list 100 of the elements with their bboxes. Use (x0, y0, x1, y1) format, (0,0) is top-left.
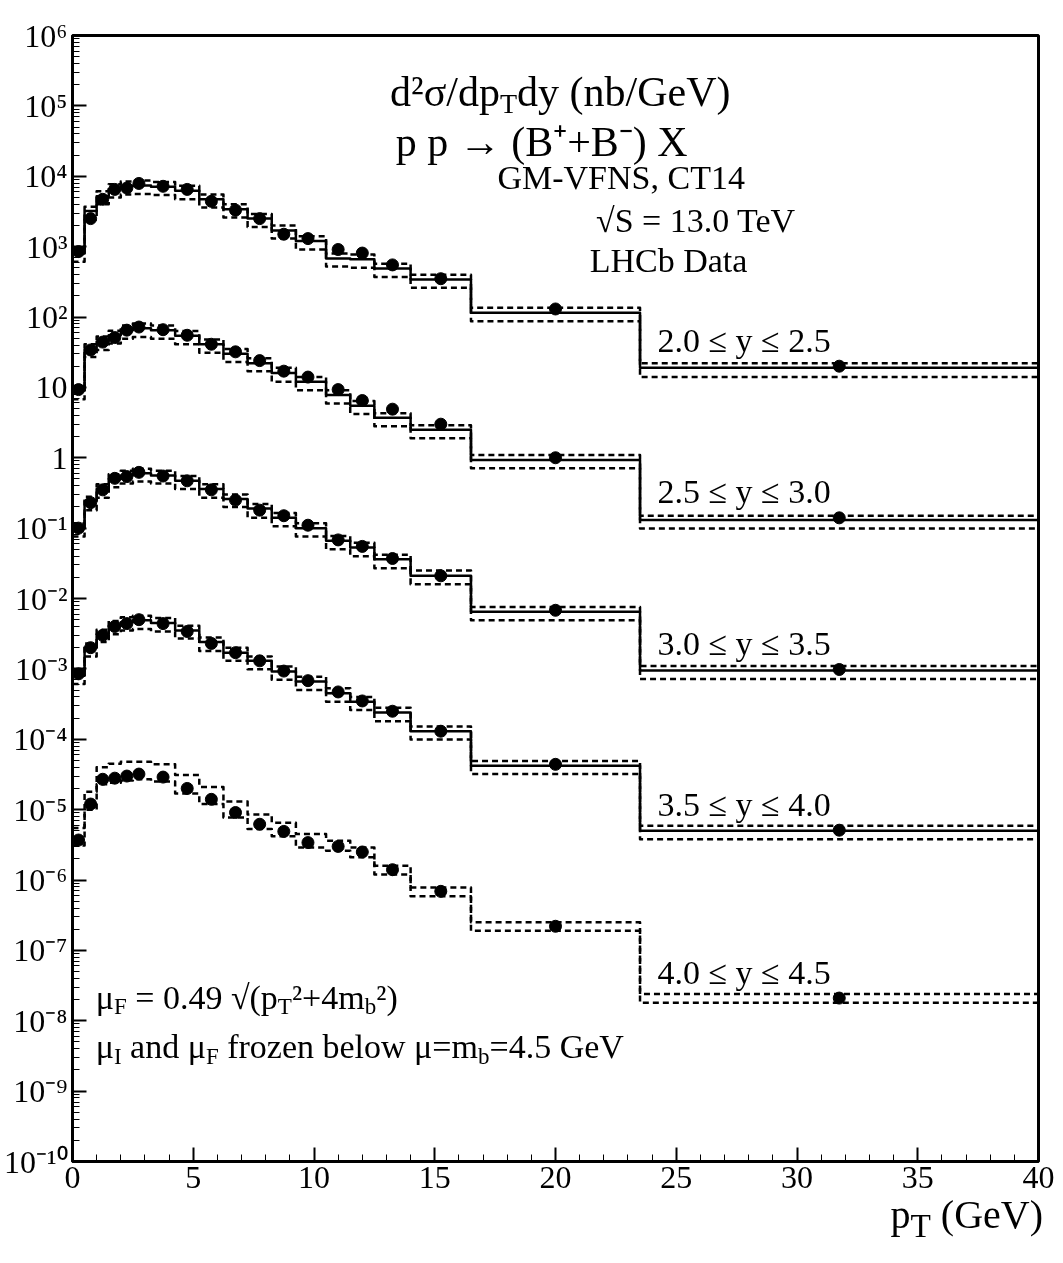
series-label: 2.0 ≤ y ≤ 2.5 (657, 321, 831, 359)
point (120, 617, 134, 631)
point (96, 335, 110, 349)
point (331, 685, 345, 699)
x-tick-label: 35 (901, 1158, 934, 1195)
point (229, 806, 243, 819)
y-tick-label: 10⁻⁹ (13, 1073, 68, 1110)
point (434, 272, 448, 286)
point (355, 246, 369, 260)
point (180, 781, 194, 795)
point (385, 258, 399, 272)
point (204, 337, 218, 351)
x-tick-label: 15 (418, 1158, 451, 1195)
x-axis-title: p$_{T}$ (GeV) (890, 1192, 1043, 1244)
point (96, 772, 110, 786)
y-tick-label: 10⁻⁶ (13, 862, 68, 898)
point (96, 192, 110, 206)
annotation: LHCb Data (589, 242, 748, 280)
annotation: √S = 13.0 TeV (595, 201, 796, 239)
series-label: 3.0 ≤ y ≤ 3.5 (657, 624, 831, 662)
point (156, 469, 170, 483)
point (549, 757, 562, 771)
point (832, 511, 846, 525)
point (156, 179, 170, 193)
point (108, 471, 122, 485)
series-label: 3.5 ≤ y ≤ 4.0 (657, 785, 831, 823)
point (355, 694, 369, 708)
point (301, 674, 315, 688)
point (180, 474, 194, 488)
point (385, 552, 399, 565)
point (253, 503, 267, 517)
point (132, 613, 146, 627)
point (385, 863, 399, 877)
point (832, 991, 846, 1005)
point (331, 533, 345, 547)
point (84, 641, 98, 655)
point (180, 328, 194, 342)
point (120, 470, 134, 484)
point (204, 792, 218, 806)
point (156, 770, 170, 784)
point (331, 839, 345, 853)
point (832, 359, 846, 373)
point (277, 824, 291, 838)
point (120, 181, 134, 195)
y-tick-label: 10⁻¹ (14, 510, 68, 547)
point (84, 212, 98, 226)
x-tick-label: 40 (1022, 1158, 1055, 1195)
point (180, 182, 194, 196)
point (180, 624, 194, 638)
point (156, 617, 170, 631)
point (229, 493, 243, 507)
point (301, 836, 315, 850)
point (277, 664, 291, 678)
point (108, 331, 122, 345)
point (434, 884, 448, 898)
point (385, 402, 399, 416)
point (96, 483, 110, 497)
y-tick-label: 10⁻⁸ (13, 1002, 68, 1039)
y-tick-label: 10⁻³ (14, 650, 68, 687)
point (132, 767, 146, 781)
point (549, 451, 562, 465)
point (253, 817, 267, 831)
point (549, 919, 562, 933)
point (253, 212, 267, 226)
point (204, 636, 218, 650)
point (204, 194, 218, 208)
point (434, 569, 448, 583)
point (277, 227, 291, 241)
point (156, 323, 170, 337)
point (229, 203, 243, 217)
y-tick-label: 10⁻² (14, 580, 68, 617)
x-tick-label: 5 (185, 1158, 202, 1195)
y-tick-label: 10⁻⁴ (13, 721, 68, 758)
x-tick-label: 30 (781, 1158, 813, 1195)
point (355, 539, 369, 553)
point (84, 343, 98, 357)
point (132, 176, 146, 190)
y-tick-label: 10⁶ (24, 17, 68, 54)
point (229, 345, 243, 359)
point (229, 646, 243, 660)
point (132, 320, 146, 334)
y-tick-label: 10⁻⁷ (13, 932, 68, 969)
point (549, 603, 562, 617)
point (108, 620, 122, 633)
point (331, 243, 345, 256)
point (96, 628, 110, 642)
point (385, 704, 399, 718)
y-tick-label: 10⁻⁵ (13, 791, 68, 828)
point (301, 370, 315, 384)
point (204, 483, 218, 497)
point (832, 823, 846, 837)
series-label: 4.0 ≤ y ≤ 4.5 (657, 953, 831, 991)
point (108, 182, 122, 196)
y-tick-label: 1 (51, 439, 68, 476)
point (120, 323, 134, 337)
y-tick-label: 10⁵ (24, 87, 68, 124)
point (277, 364, 291, 378)
point (277, 509, 291, 523)
x-tick-label: 25 (660, 1158, 693, 1195)
point (108, 771, 122, 785)
